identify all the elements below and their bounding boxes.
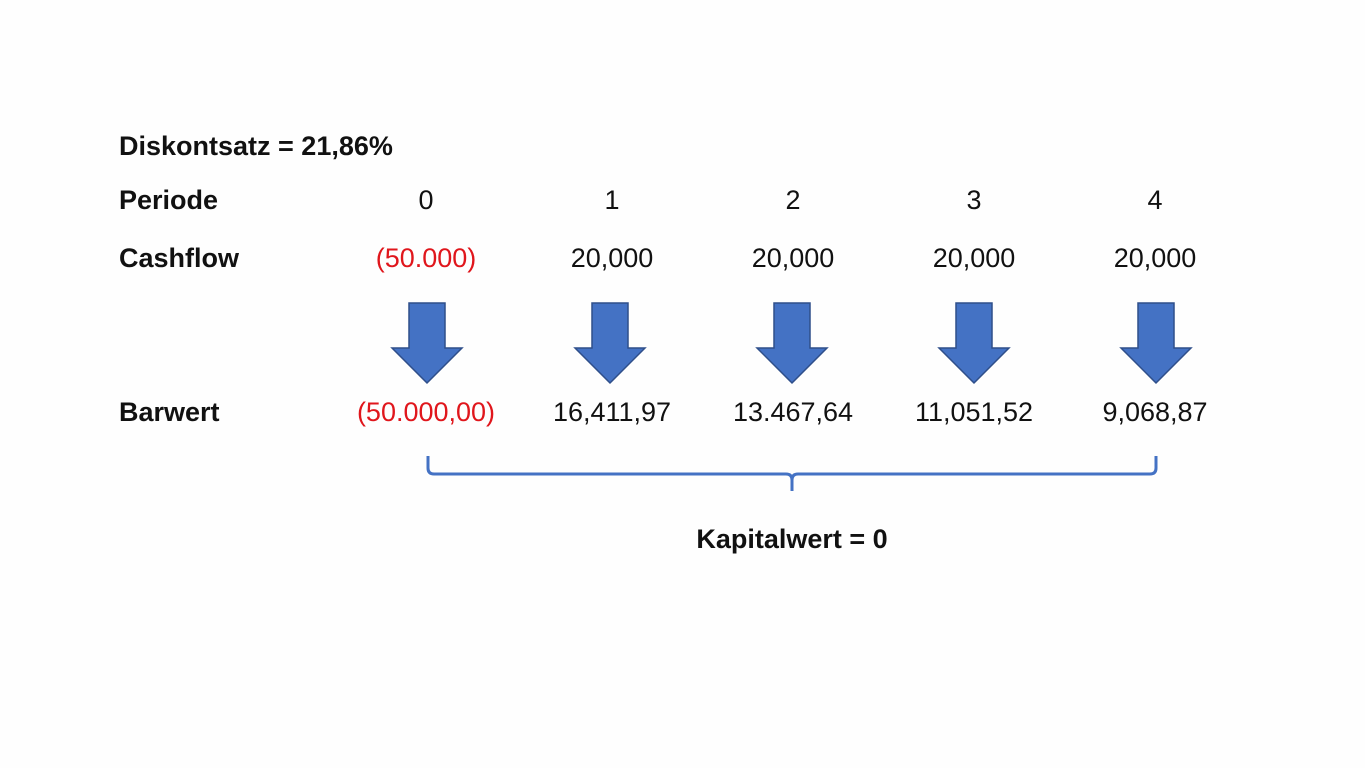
arrow [755, 302, 829, 385]
arrow [390, 302, 464, 385]
title: Diskontsatz = 21,86% [119, 131, 393, 161]
cashflow: 20,000 [1114, 243, 1197, 273]
row-label: Periode [119, 185, 218, 215]
period: 2 [785, 185, 800, 215]
period: 1 [604, 185, 619, 215]
cashflow: 20,000 [752, 243, 835, 273]
period: 4 [1147, 185, 1162, 215]
brace [426, 456, 1158, 491]
present-value: 13.467,64 [733, 397, 853, 427]
present-value: 16,411,97 [553, 397, 671, 427]
arrow [937, 302, 1011, 385]
row-label: Barwert [119, 397, 220, 427]
result: Kapitalwert = 0 [696, 524, 887, 554]
arrow [573, 302, 647, 385]
period: 0 [418, 185, 433, 215]
cashflow: (50.000) [376, 243, 477, 273]
cashflow: 20,000 [571, 243, 654, 273]
present-value: (50.000,00) [357, 397, 495, 427]
present-value: 11,051,52 [915, 397, 1033, 427]
period: 3 [966, 185, 981, 215]
arrow [1119, 302, 1193, 385]
cashflow: 20,000 [933, 243, 1016, 273]
present-value: 9,068,87 [1102, 397, 1207, 427]
row-label: Cashflow [119, 243, 240, 273]
